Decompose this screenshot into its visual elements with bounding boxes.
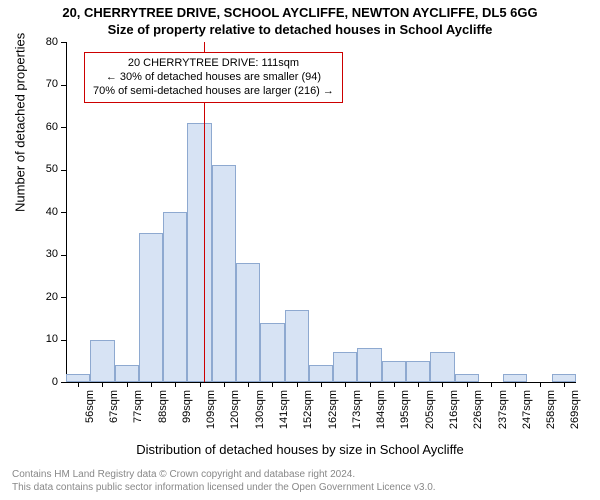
x-tick-label: 130sqm [254,390,266,450]
x-tick-label: 162sqm [327,390,339,450]
x-tick-mark [321,382,322,387]
x-tick-label: 195sqm [399,390,411,450]
histogram-bar [212,165,236,382]
x-tick-label: 205sqm [424,390,436,450]
y-tick-label: 40 [34,206,58,218]
x-tick-mark [200,382,201,387]
histogram-bar [260,323,284,383]
histogram-bar [66,374,90,383]
x-tick-label: 99sqm [181,390,193,450]
x-tick-mark [540,382,541,387]
histogram-bar [455,374,479,383]
x-tick-label: 120sqm [229,390,241,450]
x-tick-mark [102,382,103,387]
histogram-bar [236,263,260,382]
x-tick-label: 141sqm [278,390,290,450]
y-tick-label: 70 [34,78,58,90]
histogram-bar [382,361,406,382]
x-tick-mark [394,382,395,387]
x-tick-label: 109sqm [205,390,217,450]
x-tick-mark [564,382,565,387]
y-tick-mark [61,212,66,213]
histogram-bar [309,365,333,382]
histogram-bar [430,352,454,382]
x-tick-label: 184sqm [375,390,387,450]
info-box-line: 70% of semi-detached houses are larger (… [93,85,334,99]
histogram-bar [357,348,381,382]
info-box: 20 CHERRYTREE DRIVE: 111sqm← 30% of deta… [84,52,343,103]
x-tick-label: 56sqm [84,390,96,450]
x-tick-label: 77sqm [132,390,144,450]
y-tick-label: 80 [34,36,58,48]
x-tick-mark [442,382,443,387]
x-tick-mark [248,382,249,387]
histogram-bar [285,310,309,382]
y-tick-mark [61,340,66,341]
x-tick-mark [467,382,468,387]
histogram-bar [90,340,114,383]
x-tick-mark [370,382,371,387]
y-tick-label: 50 [34,163,58,175]
chart-subtitle: Size of property relative to detached ho… [0,22,600,37]
x-tick-label: 152sqm [302,390,314,450]
x-tick-mark [515,382,516,387]
footer-line: Contains HM Land Registry data © Crown c… [12,469,588,482]
y-tick-label: 20 [34,291,58,303]
x-tick-label: 173sqm [351,390,363,450]
y-tick-label: 30 [34,248,58,260]
x-tick-mark [491,382,492,387]
y-tick-mark [61,297,66,298]
histogram-bar [163,212,187,382]
x-tick-mark [151,382,152,387]
histogram-bar [552,374,576,383]
footer-line: This data contains public sector informa… [12,482,588,495]
y-tick-mark [61,255,66,256]
x-tick-label: 216sqm [448,390,460,450]
x-tick-mark [224,382,225,387]
x-tick-label: 67sqm [108,390,120,450]
x-tick-label: 247sqm [521,390,533,450]
footer: Contains HM Land Registry data © Crown c… [12,469,588,494]
x-tick-mark [345,382,346,387]
y-tick-mark [61,170,66,171]
y-tick-mark [61,127,66,128]
y-tick-label: 10 [34,333,58,345]
chart-title-address: 20, CHERRYTREE DRIVE, SCHOOL AYCLIFFE, N… [0,5,600,20]
histogram-bar [187,123,211,382]
x-tick-mark [418,382,419,387]
y-tick-label: 0 [34,376,58,388]
info-box-line: ← 30% of detached houses are smaller (94… [93,71,334,85]
x-tick-mark [127,382,128,387]
x-tick-label: 269sqm [569,390,581,450]
y-tick-label: 60 [34,121,58,133]
x-tick-mark [272,382,273,387]
chart-container: { "layout": { "width": 600, "height": 50… [0,0,600,500]
x-tick-label: 88sqm [157,390,169,450]
x-tick-mark [175,382,176,387]
plot-area: 20 CHERRYTREE DRIVE: 111sqm← 30% of deta… [66,42,576,382]
histogram-bar [406,361,430,382]
histogram-bar [503,374,527,383]
histogram-bar [115,365,139,382]
y-tick-mark [61,42,66,43]
x-tick-mark [78,382,79,387]
x-tick-label: 258sqm [545,390,557,450]
x-tick-mark [297,382,298,387]
y-tick-mark [61,85,66,86]
histogram-bar [139,233,163,382]
y-tick-mark [61,382,66,383]
x-tick-label: 237sqm [497,390,509,450]
y-axis-line [66,42,67,382]
info-box-line: 20 CHERRYTREE DRIVE: 111sqm [93,57,334,71]
x-tick-label: 226sqm [472,390,484,450]
histogram-bar [333,352,357,382]
